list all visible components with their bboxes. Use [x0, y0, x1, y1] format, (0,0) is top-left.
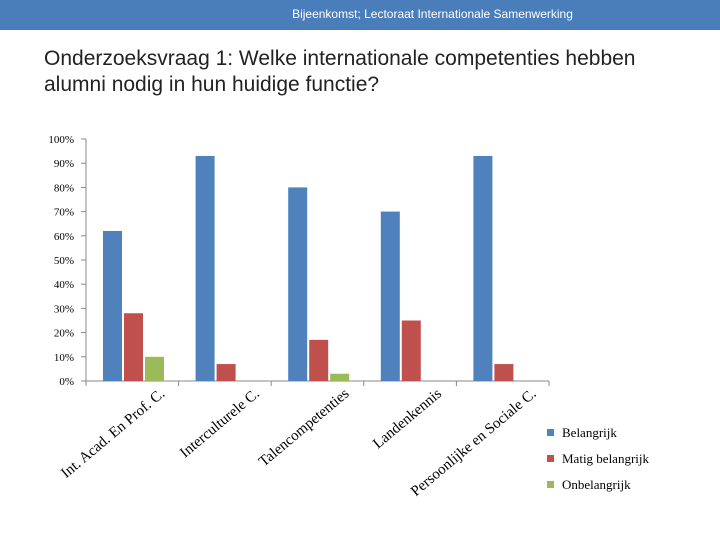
- legend-label: Belangrijk: [562, 425, 617, 440]
- y-tick-label: 0%: [59, 376, 74, 388]
- y-tick-label: 70%: [54, 207, 74, 219]
- bar-matig-belangrijk: [494, 364, 514, 381]
- bar-matig-belangrijk: [401, 320, 421, 381]
- y-tick-label: 80%: [54, 182, 74, 194]
- bar-onbelangrijk: [145, 356, 164, 381]
- bar-belangrijk: [195, 155, 215, 381]
- category-label: Interculturele C.: [177, 386, 263, 461]
- category-label: Landenkennis: [370, 386, 445, 452]
- bar-matig-belangrijk: [216, 364, 236, 381]
- header-text: Bijeenkomst; Lectoraat Internationale Sa…: [292, 7, 573, 21]
- header-bar: Bijeenkomst; Lectoraat Internationale Sa…: [0, 0, 720, 30]
- y-tick-label: 90%: [54, 158, 74, 170]
- category-label: Talencompetenties: [256, 386, 352, 471]
- y-tick-label: 30%: [54, 303, 74, 315]
- bar-matig-belangrijk: [309, 339, 329, 381]
- bar-belangrijk: [473, 155, 493, 381]
- bar-matig-belangrijk: [124, 313, 143, 381]
- page-title: Onderzoeksvraag 1: Welke internationale …: [44, 47, 636, 96]
- category-label: Int. Acad. En Prof. C.: [58, 386, 168, 482]
- y-tick-label: 10%: [54, 352, 74, 364]
- bar-belangrijk: [103, 230, 122, 381]
- bar-onbelangrijk: [330, 373, 350, 381]
- legend-swatch: [547, 481, 554, 488]
- y-tick-label: 100%: [48, 134, 74, 146]
- bar-belangrijk: [380, 211, 400, 381]
- legend-label: Onbelangrijk: [562, 477, 631, 492]
- y-tick-label: 40%: [54, 279, 74, 291]
- y-tick-label: 20%: [54, 328, 74, 340]
- legend-swatch: [547, 429, 554, 436]
- bar-belangrijk: [288, 187, 308, 381]
- legend-swatch: [547, 455, 554, 462]
- y-tick-label: 60%: [54, 231, 74, 243]
- y-tick-label: 50%: [54, 255, 74, 267]
- legend-label: Matig belangrijk: [562, 451, 650, 466]
